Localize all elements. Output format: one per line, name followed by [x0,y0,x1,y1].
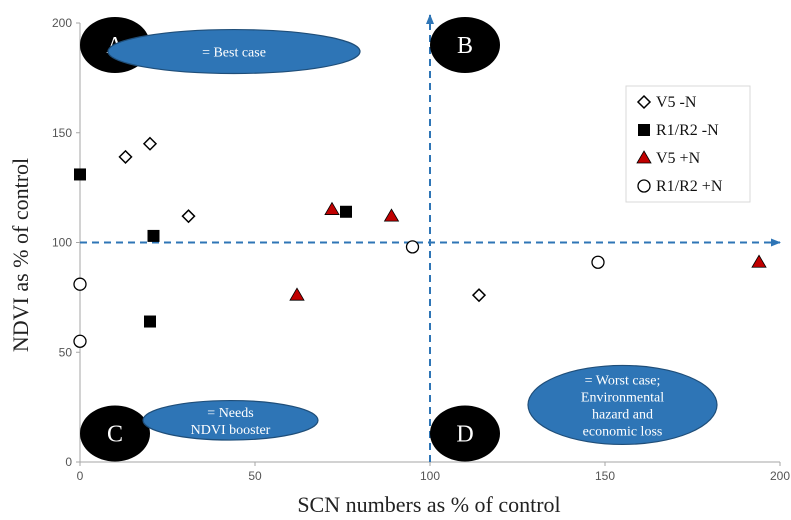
annotation-text: = Best case [202,46,266,61]
annotation-3: = Worst case; Environmental hazard and econ… [527,364,718,446]
legend-item: V5 -N [636,94,697,111]
legend-label: R1/R2 +N [656,178,723,195]
legend-label: R1/R2 -N [656,122,719,139]
quadrant-labels: ABCD [80,16,500,462]
legend-label: V5 +N [656,150,701,167]
x-tick-label: 100 [420,469,440,483]
annotation-text: = Worst case; [585,373,661,388]
quadrant-badge-shape [430,405,500,462]
annotation-oval [527,364,718,446]
data-point [405,240,420,254]
y-axis-title: NDVI as % of control [8,158,33,352]
quadrant-badge-shape [430,16,500,73]
annotation-text: hazard and [592,407,653,422]
data-point [289,287,305,301]
data-points [73,136,767,348]
quadrant-letter: C [107,421,123,447]
legend-marker [636,150,652,164]
data-point [144,315,156,328]
x-axis-title: SCN numbers as % of control [297,492,560,517]
data-point [751,254,767,268]
annotation-text: economic loss [583,424,663,439]
y-tick-label: 50 [59,345,73,359]
quadrant-d-badge: D [430,405,500,462]
y-tick-label: 200 [52,16,72,30]
series-4 [73,240,605,348]
legend-marker [638,124,650,136]
axes: 0 50 100 150 200 0 50 100 150 200 [52,16,790,483]
reference-lines [80,14,781,462]
series-2 [74,168,352,328]
annotation-1: = Best case [107,28,361,75]
y-tick-label: 100 [52,236,72,250]
data-point [383,208,400,222]
annotation-oval [107,28,361,75]
data-point [74,168,86,181]
quadrant-b-badge: B [430,16,500,73]
x-tick-label: 0 [77,469,84,483]
data-point [324,201,340,215]
data-point [181,209,196,224]
y-tick-label: 0 [65,455,72,469]
data-point [118,149,133,164]
annotation-text: = Needs [207,406,253,421]
data-point [73,277,87,291]
quadrant-letter: D [456,421,473,447]
y-tick-label: 150 [52,126,72,140]
data-point [142,136,158,151]
annotation-text: NDVI booster [191,423,271,438]
data-point [73,334,87,348]
legend-item: V5 +N [636,150,701,167]
x-tick-label: 50 [248,469,262,483]
data-point [591,255,605,269]
annotation-2: = Needs NDVI booster [142,399,319,441]
x-tick-label: 150 [595,469,615,483]
data-point [147,229,160,242]
annotations: = Best case = Needs NDVI booster = Worst ca… [107,28,718,446]
data-point [471,288,487,303]
legend: V5 -N R1/R2 -N V5 +N R1/R2 +N [625,85,751,203]
legend-marker [636,94,652,110]
legend-item: R1/R2 -N [638,122,719,139]
legend-label: V5 -N [656,94,697,111]
annotation-oval [142,399,319,441]
data-point [340,205,352,218]
legend-marker [637,179,651,193]
series-3 [289,201,767,301]
quadrant-badge-shape [80,405,150,462]
annotation-text: Environmental [581,390,664,405]
series-1 [118,136,487,303]
quadrant-letter: B [457,33,473,59]
x-tick-label: 200 [770,469,790,483]
quadrant-c-badge: C [80,405,150,462]
legend-item: R1/R2 +N [637,178,723,195]
